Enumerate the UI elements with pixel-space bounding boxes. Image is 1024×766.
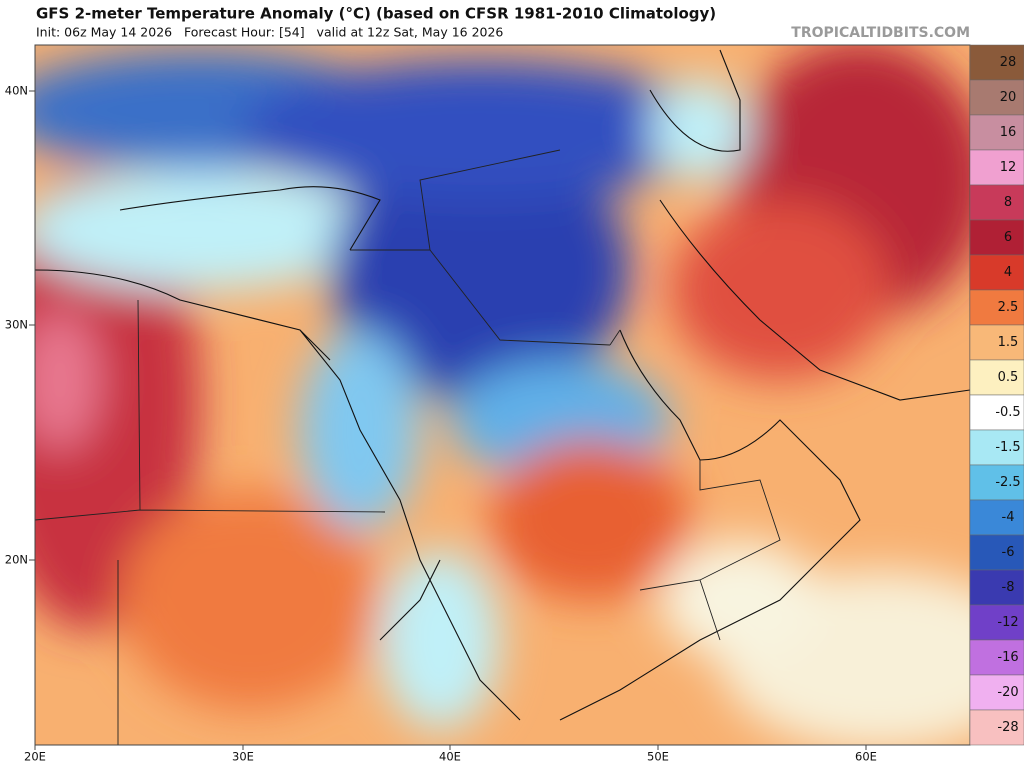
lon-label: 40E — [439, 750, 461, 764]
colorbar-swatch — [969, 534, 1024, 571]
title: GFS 2-meter Temperature Anomaly (°C) (ba… — [36, 5, 716, 23]
lat-label: 30N — [5, 318, 28, 332]
colorbar-swatch — [969, 639, 1024, 676]
colorbar-label: -2.5 — [995, 475, 1020, 490]
colorbar-label: -6 — [1002, 545, 1015, 560]
colorbar-label: -28 — [997, 720, 1018, 735]
colorbar-swatch — [969, 44, 1024, 81]
credit: TROPICALTIDBITS.COM — [791, 25, 970, 41]
colorbar-swatch — [969, 289, 1024, 326]
colorbar-swatch — [969, 219, 1024, 256]
colorbar-swatch — [969, 499, 1024, 536]
map — [35, 45, 970, 745]
colorbar-swatch — [969, 359, 1024, 396]
colorbar-swatch — [969, 709, 1024, 746]
colorbar-label: 4 — [1004, 265, 1012, 280]
lon-label: 20E — [24, 750, 46, 764]
lon-label: 60E — [855, 750, 877, 764]
colorbar-label: 8 — [1004, 195, 1012, 210]
lat-label: 40N — [5, 84, 28, 98]
colorbar-label: 20 — [1000, 90, 1017, 105]
colorbar-swatch — [969, 254, 1024, 291]
colorbar-swatch — [969, 324, 1024, 361]
colorbar-label: -0.5 — [995, 405, 1020, 420]
colorbar-swatch — [969, 394, 1024, 431]
subtitle: Init: 06z May 14 2026 Forecast Hour: [54… — [36, 25, 503, 40]
colorbar-swatch — [969, 114, 1024, 151]
colorbar-label: -8 — [1002, 580, 1015, 595]
colorbar-swatch — [969, 184, 1024, 221]
colorbar-label: 0.5 — [998, 370, 1019, 385]
colorbar-swatch — [969, 149, 1024, 186]
colorbar-label: 2.5 — [998, 300, 1019, 315]
lon-label: 30E — [232, 750, 254, 764]
colorbar-label: -12 — [997, 615, 1018, 630]
lon-label: 50E — [647, 750, 669, 764]
colorbar-label: 1.5 — [998, 335, 1019, 350]
colorbar-swatch — [969, 429, 1024, 466]
colorbar-swatch — [969, 464, 1024, 501]
colorbar-label: -1.5 — [995, 440, 1020, 455]
lat-label: 20N — [5, 553, 28, 567]
colorbar-label: 6 — [1004, 230, 1012, 245]
colorbar-swatch — [969, 79, 1024, 116]
colorbar-label: -16 — [997, 650, 1018, 665]
colorbar-label: 16 — [1000, 125, 1017, 140]
colorbar-label: -20 — [997, 685, 1018, 700]
colorbar-label: -4 — [1002, 510, 1015, 525]
colorbar-label: 28 — [1000, 55, 1017, 70]
colorbar-label: 12 — [1000, 160, 1017, 175]
colorbar-swatch — [969, 674, 1024, 711]
colorbar-swatch — [969, 569, 1024, 606]
